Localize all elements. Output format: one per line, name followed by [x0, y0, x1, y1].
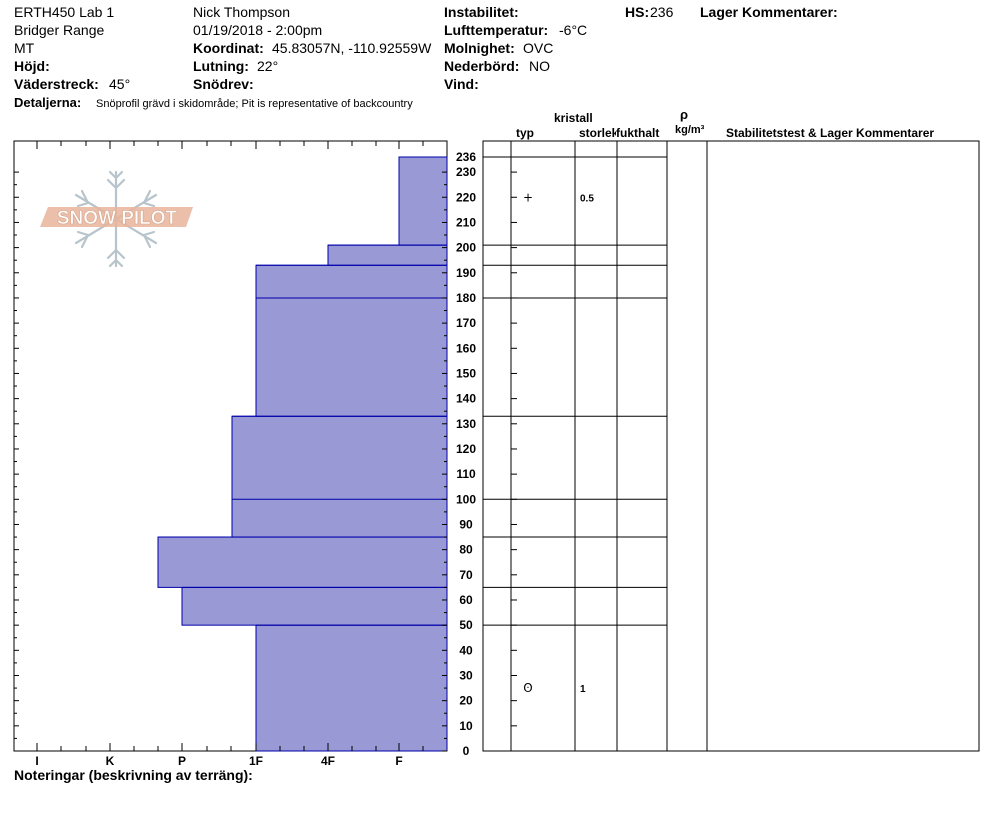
height-tick-label: 230	[456, 165, 476, 179]
hs-label: HS:	[625, 4, 650, 20]
precip-label: Nederbörd:	[444, 58, 520, 74]
height-tick-label: 130	[456, 417, 476, 431]
layer-bar	[255, 264, 448, 417]
airtemp-value: -6°C	[559, 22, 588, 38]
aspect-label: Väderstreck:	[14, 76, 99, 92]
layer-bar	[181, 586, 448, 626]
details-label: Detaljerna:	[14, 95, 82, 110]
layer-comments-label: Lager Kommentarer:	[700, 4, 838, 20]
moisture-header: fukthalt	[616, 126, 660, 140]
height-tick-label: 200	[456, 241, 476, 255]
height-tick-label: 40	[459, 643, 473, 657]
crystal-type-symbol: +	[523, 190, 533, 204]
height-tick-label: 150	[456, 366, 476, 380]
airtemp-label: Lufttemperatur:	[444, 22, 549, 38]
coordinates-label: Koordinat:	[193, 40, 264, 56]
logo-text: SNOW PILOT	[57, 208, 178, 229]
stability-header: Stabilitetstest & Lager Kommentarer	[726, 126, 935, 140]
height-tick-label: 210	[456, 215, 476, 229]
height-tick-label: 120	[456, 442, 476, 456]
notes-label: Noteringar (beskrivning av terräng):	[14, 767, 253, 783]
height-tick-label: 190	[456, 266, 476, 280]
height-tick-label: 110	[456, 467, 476, 481]
height-tick-label: 100	[456, 492, 476, 506]
details-value: Snöprofil grävd i skidområde; Pit is rep…	[96, 98, 413, 110]
height-tick-label: 0	[463, 744, 470, 758]
hs-value: 236	[650, 4, 674, 20]
lab-title: ERTH450 Lab 1	[14, 4, 115, 20]
height-tick-label: 236	[456, 150, 476, 164]
height-tick-label: 20	[459, 694, 473, 708]
layer-bar	[157, 536, 448, 588]
height-tick-label: 30	[459, 668, 473, 682]
height-tick-label: 60	[459, 593, 473, 607]
sky-value: OVC	[523, 40, 554, 56]
hardness-label: K	[106, 754, 115, 768]
hardness-label: P	[178, 754, 186, 768]
height-tick-label: 170	[456, 316, 476, 330]
hardness-label: 4F	[321, 754, 335, 768]
wind-label: Vind:	[444, 76, 479, 92]
size-header: storlek	[579, 126, 616, 140]
sky-label: Molnighet:	[444, 40, 515, 56]
snowdrift-label: Snödrev:	[193, 76, 254, 92]
aspect-value: 45°	[109, 76, 131, 92]
height-tick-label: 10	[459, 719, 473, 733]
coordinates-value: 45.83057N, -110.92559W	[272, 40, 432, 56]
crystal-type-symbol: ʘ	[523, 681, 532, 695]
slope-label: Lutning:	[193, 58, 249, 74]
range-name: Bridger Range	[14, 22, 105, 38]
layer-table-frame	[482, 140, 980, 752]
height-tick-label: 160	[456, 341, 476, 355]
type-header: typ	[516, 126, 534, 140]
layer-bar	[327, 244, 448, 266]
snowflake-icon: SNOW PILOT	[40, 170, 193, 268]
height-tick-label: 70	[459, 568, 473, 582]
layer-bar	[398, 156, 448, 246]
height-tick-label: 50	[459, 618, 473, 632]
crystal-size-value: 1	[580, 684, 586, 695]
crystal-size-value: 0.5	[580, 193, 594, 204]
hardness-label: I	[35, 754, 38, 768]
instability-label: Instabilitet:	[444, 4, 519, 20]
layer-bar	[255, 624, 448, 752]
elevation-label: Höjd:	[14, 58, 50, 74]
precip-value: NO	[529, 58, 550, 74]
observation-datetime: 01/19/2018 - 2:00pm	[193, 22, 323, 38]
snowpilot-logo: SNOW PILOT	[38, 170, 196, 270]
slope-value: 22°	[257, 58, 279, 74]
height-tick-label: 220	[456, 190, 476, 204]
height-tick-label: 180	[456, 291, 476, 305]
height-tick-label: 90	[459, 517, 473, 531]
rho-header: ρ	[680, 107, 689, 122]
state-name: MT	[14, 40, 35, 56]
hardness-label: F	[395, 754, 402, 768]
height-tick-label: 140	[456, 392, 476, 406]
layer-bar	[231, 415, 448, 538]
crystal-header: kristall	[554, 111, 593, 125]
height-tick-label: 80	[459, 543, 473, 557]
density-unit-header: kg/m³	[675, 124, 705, 136]
hardness-label: 1F	[249, 754, 263, 768]
observer-name: Nick Thompson	[193, 4, 291, 20]
